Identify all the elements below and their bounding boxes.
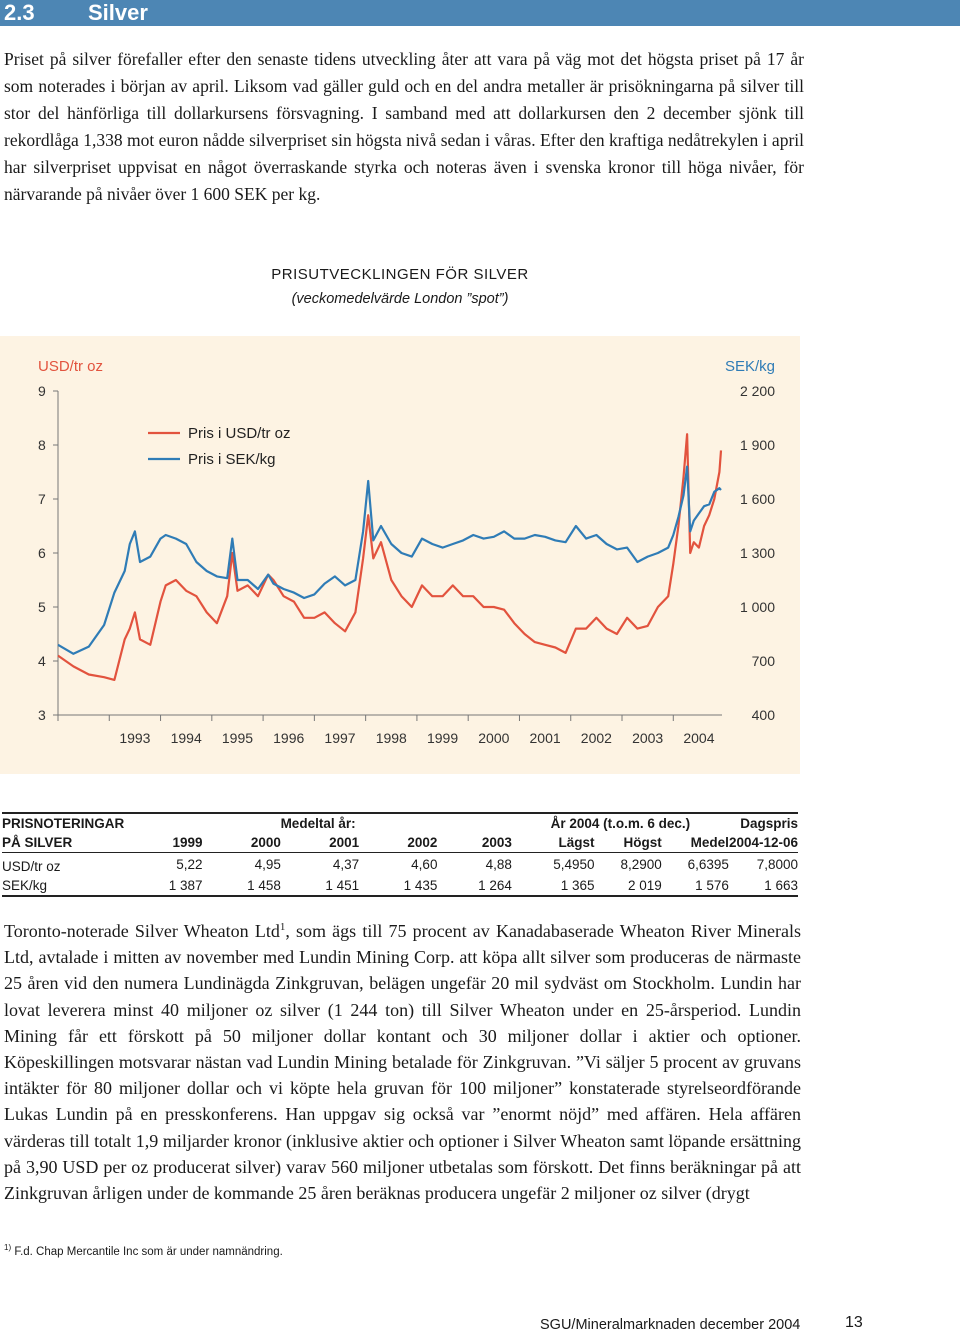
right-axis-label: SEK/kg — [725, 358, 775, 375]
high-header: Högst — [594, 833, 662, 853]
year-header: 2000 — [202, 833, 281, 853]
table-cell: 4,88 — [485, 857, 512, 872]
right-tick-label: 1 900 — [740, 437, 775, 453]
section-number: 2.3 — [4, 0, 35, 25]
right-tick-label: 700 — [752, 653, 776, 669]
left-tick-label: 7 — [38, 491, 46, 507]
table-cell: 2 019 — [594, 876, 662, 897]
x-tick-label: 2004 — [683, 730, 714, 746]
table-cell: 1 576 — [661, 876, 729, 897]
row-label: SEK/kg — [2, 876, 125, 897]
body-text-part-2: , som ägs till 75 procent av Kanadabaser… — [4, 921, 801, 1204]
x-tick-label: 1995 — [222, 730, 253, 746]
chart-title: PRISUTVECKLINGEN FÖR SILVER — [271, 266, 529, 283]
table-cell: 6,6395 — [687, 857, 729, 872]
footnote-reference[interactable]: 1 — [279, 921, 286, 933]
chart-subtitle: (veckomedelvärde London ”spot”) — [291, 291, 509, 307]
year-header: 1999 — [124, 833, 203, 853]
table-cell: 1 663 — [728, 876, 798, 897]
row-label: USD/tr oz — [2, 859, 61, 874]
right-tick-label: 1 000 — [740, 599, 775, 615]
sek-price-line — [57, 465, 722, 655]
table-row: USD/tr oz 5,22 4,95 4,37 4,60 4,88 5,495… — [2, 853, 798, 877]
table-cell: 4,60 — [411, 857, 438, 872]
year-header: 2003 — [437, 833, 512, 853]
table-cell: 1 387 — [124, 876, 203, 897]
avg-group-header: Medeltal år: — [124, 812, 512, 833]
left-tick-label: 4 — [38, 653, 46, 669]
x-tick-label: 2002 — [581, 730, 612, 746]
table-cell: 5,4950 — [553, 857, 595, 872]
legend-label: Pris i USD/tr oz — [188, 425, 291, 442]
usd-price-line — [57, 433, 723, 681]
price-table: PRISNOTERINGAR Medeltal år: År 2004 (t.o… — [2, 812, 798, 897]
year-header: 2002 — [359, 833, 438, 853]
x-tick-label: 2000 — [478, 730, 509, 746]
left-tick-label: 9 — [38, 383, 46, 399]
table-cell: 1 435 — [359, 876, 438, 897]
body-paragraph: Toronto-noterade Silver Wheaton Ltd1, so… — [4, 918, 801, 1206]
daily-group-header: Dagspris — [728, 812, 798, 833]
footer-source: SGU/Mineralmarknaden december 2004 — [540, 1317, 801, 1333]
x-tick-label: 1994 — [171, 730, 202, 746]
table-cell: 1 264 — [437, 876, 512, 897]
intro-paragraph: Priset på silver förefaller efter den se… — [4, 49, 804, 204]
x-tick-label: 1993 — [119, 730, 150, 746]
silver-price-chart: USD/tr oz SEK/kg 9 8 7 6 5 4 3 2 200 1 900 1 600 1 3… — [38, 358, 776, 746]
table-cell: 1 365 — [511, 876, 595, 897]
footnote-text: F.d. Chap Mercantile Inc som är under na… — [14, 1245, 283, 1258]
table-cell: 8,2900 — [620, 857, 662, 872]
right-tick-label: 1 600 — [740, 491, 775, 507]
table-cell: 1 458 — [202, 876, 281, 897]
x-tick-label: 1996 — [273, 730, 304, 746]
x-tick-label: 1999 — [427, 730, 458, 746]
left-tick-label: 3 — [38, 707, 46, 723]
table-cell: 7,8000 — [756, 857, 798, 872]
footnote: 1) F.d. Chap Mercantile Inc som är under… — [4, 1243, 283, 1258]
footnote-mark: 1) — [4, 1243, 12, 1252]
table-header-row-2: PÅ SILVER 1999 2000 2001 2002 2003 Lägst… — [2, 833, 798, 853]
right-tick-label: 400 — [752, 707, 776, 723]
mean-header: Medel — [661, 833, 729, 853]
table-cell: 1 451 — [280, 876, 360, 897]
x-tick-label: 2003 — [632, 730, 663, 746]
year-header: 2001 — [280, 833, 360, 853]
section-title: Silver — [88, 0, 148, 25]
chart-panel — [0, 336, 800, 774]
right-tick-label: 1 300 — [740, 545, 775, 561]
table-row: SEK/kg 1 387 1 458 1 451 1 435 1 264 1 3… — [2, 876, 798, 897]
x-tick-label: 2001 — [530, 730, 561, 746]
left-tick-label: 5 — [38, 599, 46, 615]
section-header-bar: 2.3 Silver — [0, 0, 960, 26]
left-axis-label: USD/tr oz — [38, 358, 103, 375]
table-header-row-1: PRISNOTERINGAR Medeltal år: År 2004 (t.o… — [2, 812, 798, 833]
x-tick-label: 1997 — [324, 730, 355, 746]
table-header-label-2: PÅ SILVER — [2, 833, 125, 853]
table-header-label: PRISNOTERINGAR — [2, 812, 125, 833]
low-header: Lägst — [511, 833, 595, 853]
table-cell: 4,37 — [332, 857, 360, 872]
right-tick-label: 2 200 — [740, 383, 775, 399]
table-cell: 4,95 — [254, 857, 281, 872]
legend-label: Pris i SEK/kg — [188, 451, 276, 468]
year-group-header: År 2004 (t.o.m. 6 dec.) — [511, 812, 729, 833]
daily-date-header: 2004-12-06 — [728, 833, 798, 853]
table-cell: 5,22 — [176, 857, 203, 872]
left-tick-label: 8 — [38, 437, 46, 453]
left-tick-label: 6 — [38, 545, 46, 561]
page-number: 13 — [845, 1314, 863, 1331]
x-tick-label: 1998 — [376, 730, 407, 746]
body-text-part-1: Toronto-noterade Silver Wheaton Ltd — [4, 921, 280, 941]
